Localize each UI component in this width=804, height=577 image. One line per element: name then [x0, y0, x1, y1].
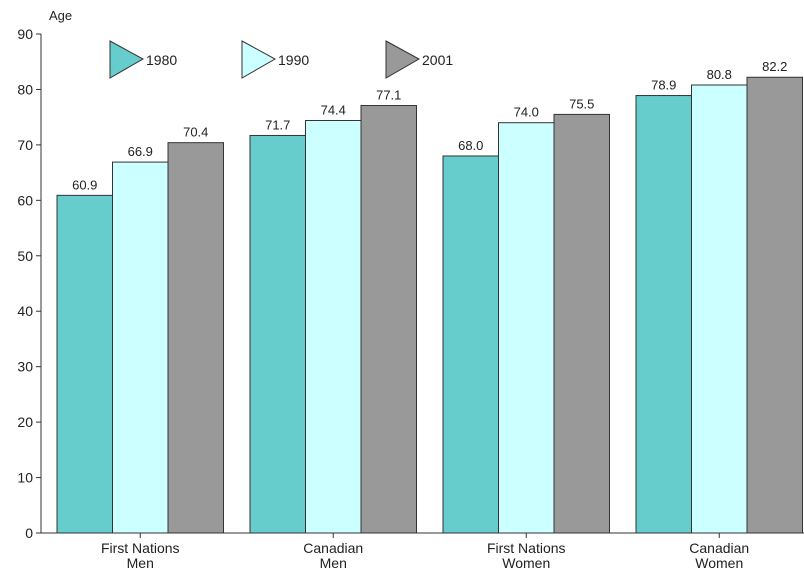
bar-value-label: 74.4: [321, 102, 346, 117]
x-category-label: First Nations: [487, 540, 566, 556]
bar-value-label: 66.9: [128, 144, 153, 159]
x-category-label: Men: [127, 555, 154, 571]
bar-1990-2: [498, 122, 555, 534]
bar-1990-0: [112, 161, 169, 534]
y-tick-label: 0: [25, 525, 33, 541]
bar-2001-1: [360, 105, 417, 534]
bar-1990-3: [691, 84, 748, 534]
legend-swatch-1990: [241, 40, 277, 79]
bar-value-label: 82.2: [762, 59, 787, 74]
bar-value-label: 71.7: [265, 117, 290, 132]
bar-1980-1: [249, 134, 306, 534]
bar-1980-2: [442, 155, 499, 534]
bar-value-label: 60.9: [72, 177, 97, 192]
bar-2001-2: [553, 113, 610, 534]
bar-1980-0: [56, 194, 113, 534]
y-tick-label: 30: [17, 359, 33, 375]
y-axis: 0 10 20 30 40 50 60 70 80 90: [17, 26, 42, 541]
bar-series: [56, 76, 803, 534]
y-tick-label: 80: [17, 81, 33, 97]
y-tick-label: 40: [17, 303, 33, 319]
legend-swatch-2001: [385, 40, 421, 79]
x-category-label: Men: [320, 555, 347, 571]
bar-value-label: 80.8: [707, 67, 732, 82]
bar-value-label: 70.4: [183, 125, 208, 140]
y-tick-label: 50: [17, 248, 33, 264]
legend-label-1980: 1980: [146, 52, 177, 68]
bar-value-label: 78.9: [651, 78, 676, 93]
bar-2001-3: [746, 76, 803, 534]
legend-label-1990: 1990: [278, 52, 309, 68]
y-tick-label: 10: [17, 470, 33, 486]
bar-value-label: 75.5: [569, 96, 594, 111]
bar-value-label: 74.0: [514, 105, 539, 120]
bar-value-label: 77.1: [376, 88, 401, 103]
y-tick-label: 20: [17, 414, 33, 430]
y-tick-label: 90: [17, 26, 33, 42]
legend: 1980 1990 2001: [109, 40, 453, 79]
bar-value-label: 68.0: [458, 138, 483, 153]
legend-swatch-1980: [109, 40, 145, 79]
bar-1980-3: [635, 95, 692, 534]
legend-label-2001: 2001: [422, 52, 453, 68]
bar-1990-1: [305, 119, 362, 534]
y-axis-title: Age: [49, 8, 72, 23]
x-category-label: Canadian: [303, 540, 363, 556]
x-category-label: First Nations: [101, 540, 180, 556]
bar-value-labels: 60.9 66.9 70.4 71.7 74.4 77.1 68.0 74.0 75.5 78.9…: [72, 59, 787, 192]
x-category-label: Women: [695, 555, 743, 571]
bar-2001-0: [167, 142, 224, 534]
x-category-label: Women: [502, 555, 550, 571]
y-tick-label: 70: [17, 137, 33, 153]
y-tick-label: 60: [17, 192, 33, 208]
x-category-label: Canadian: [689, 540, 749, 556]
